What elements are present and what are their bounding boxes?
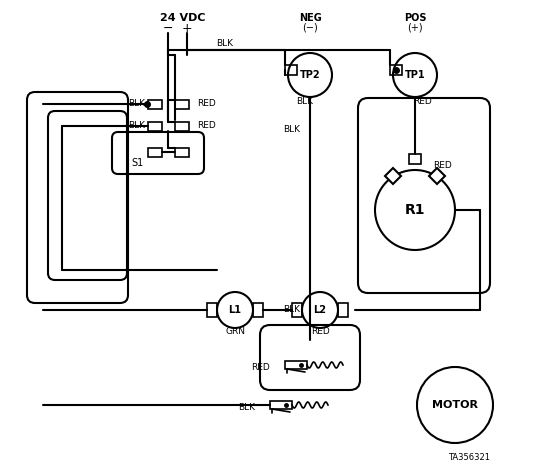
Text: R1: R1 bbox=[405, 203, 425, 217]
Text: 24 VDC: 24 VDC bbox=[160, 13, 206, 23]
Text: L2: L2 bbox=[313, 305, 326, 315]
Polygon shape bbox=[429, 168, 445, 184]
Bar bbox=[148, 148, 162, 157]
Text: BLK: BLK bbox=[284, 305, 301, 314]
Text: S1: S1 bbox=[131, 158, 143, 168]
Bar bbox=[409, 154, 421, 164]
Bar bbox=[148, 122, 162, 131]
Text: RED: RED bbox=[198, 99, 216, 108]
Circle shape bbox=[288, 53, 332, 97]
Text: TP1: TP1 bbox=[405, 70, 425, 80]
Text: RED: RED bbox=[311, 327, 329, 337]
Text: RED: RED bbox=[252, 363, 270, 373]
Bar bbox=[285, 361, 307, 369]
Bar bbox=[175, 148, 189, 157]
Bar bbox=[292, 303, 302, 317]
Text: BLK: BLK bbox=[296, 98, 313, 106]
Polygon shape bbox=[385, 168, 401, 184]
Bar bbox=[253, 303, 263, 317]
Circle shape bbox=[375, 170, 455, 250]
Text: +: + bbox=[182, 21, 192, 35]
Circle shape bbox=[393, 53, 437, 97]
Text: L1: L1 bbox=[229, 305, 241, 315]
Text: BLK: BLK bbox=[216, 38, 233, 48]
Text: POS: POS bbox=[404, 13, 426, 23]
Text: BLK: BLK bbox=[238, 403, 255, 412]
Bar bbox=[207, 303, 217, 317]
Circle shape bbox=[417, 367, 493, 443]
Text: BLK: BLK bbox=[128, 121, 145, 130]
Text: RED: RED bbox=[198, 121, 216, 130]
Bar bbox=[338, 303, 348, 317]
Text: BLK: BLK bbox=[128, 99, 145, 108]
Text: (−): (−) bbox=[302, 23, 318, 33]
Text: TP2: TP2 bbox=[300, 70, 320, 80]
Bar bbox=[148, 100, 162, 109]
Text: GRN: GRN bbox=[225, 327, 245, 337]
Text: RED: RED bbox=[434, 161, 452, 170]
Bar bbox=[270, 401, 292, 409]
Bar bbox=[175, 100, 189, 109]
Text: RED: RED bbox=[414, 98, 433, 106]
Circle shape bbox=[217, 292, 253, 328]
Text: (+): (+) bbox=[407, 23, 423, 33]
Bar bbox=[285, 65, 297, 75]
Text: MOTOR: MOTOR bbox=[432, 400, 478, 410]
Bar bbox=[390, 65, 402, 75]
Text: −: − bbox=[163, 21, 173, 35]
Bar bbox=[175, 122, 189, 131]
Text: TA356321: TA356321 bbox=[448, 453, 490, 461]
Text: NEG: NEG bbox=[299, 13, 321, 23]
Text: BLK: BLK bbox=[284, 126, 301, 134]
Circle shape bbox=[302, 292, 338, 328]
